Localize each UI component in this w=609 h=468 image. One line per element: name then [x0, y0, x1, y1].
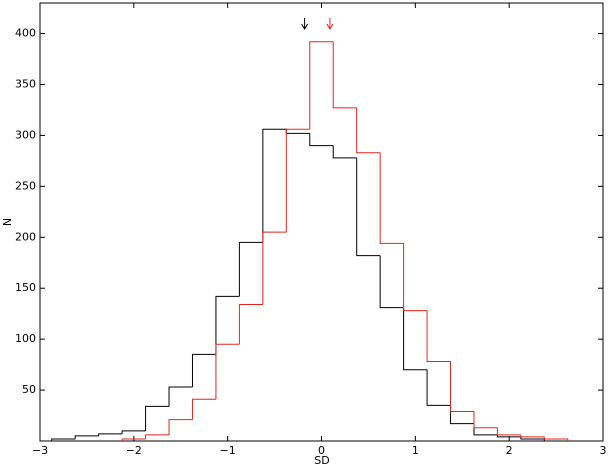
histogram-step: [51, 438, 76, 441]
histogram-step: [262, 128, 287, 243]
histogram-step: [379, 152, 404, 244]
histogram-step: [496, 434, 521, 438]
x-axis-label: SD: [314, 454, 329, 467]
x-tick-label: 1: [412, 444, 419, 457]
histogram-step: [168, 386, 193, 407]
histogram-step: [262, 231, 287, 305]
histogram-step: [356, 107, 381, 154]
histogram-step: [191, 398, 216, 420]
histogram-step: [309, 41, 334, 130]
histogram-step: [520, 436, 545, 441]
y-tick-label: 100: [15, 332, 36, 345]
histogram-step: [309, 133, 334, 147]
histogram-step: [450, 405, 474, 425]
histogram-step: [168, 419, 193, 435]
histogram-step: [356, 157, 381, 257]
x-tick-label: −1: [220, 444, 236, 457]
histogram-step: [426, 369, 451, 406]
histogram-step: [121, 430, 146, 434]
y-axis-label: N: [1, 218, 14, 226]
histogram-step: [74, 435, 99, 439]
y-tick-label: 200: [15, 230, 36, 243]
histogram-step: [121, 438, 146, 441]
histogram-step: [379, 255, 404, 309]
x-tick-label: 2: [506, 444, 513, 457]
histogram-step: [473, 411, 498, 429]
histogram-step: [426, 310, 451, 363]
histogram-step: [145, 405, 170, 431]
histogram-step: [145, 434, 170, 439]
x-tick-label: −3: [32, 444, 48, 457]
plot-frame: [39, 2, 604, 442]
histogram-step: [403, 307, 428, 371]
histogram-step: [238, 241, 263, 297]
histogram-step: [332, 145, 357, 159]
y-tick-label: 250: [15, 179, 36, 192]
histogram-step: [285, 128, 310, 233]
x-tick-label: 3: [600, 444, 607, 457]
histogram-step: [450, 361, 474, 412]
y-tick-label: 350: [15, 77, 36, 90]
histogram-step: [191, 353, 216, 388]
histogram-step: [238, 304, 263, 345]
histogram-step: [543, 436, 569, 441]
x-tick-label: −2: [126, 444, 142, 457]
histogram-step: [496, 427, 521, 436]
histogram-step: [285, 129, 310, 134]
histogram-step: [215, 343, 240, 400]
y-tick-label: 400: [15, 27, 36, 40]
histogram-step: [98, 433, 123, 436]
y-tick-label: 150: [15, 281, 36, 294]
mean-arrow: [301, 18, 309, 30]
x-tick-label: 0: [318, 444, 325, 457]
histogram-step: [520, 434, 545, 438]
mean-arrow: [326, 18, 334, 30]
histogram-step: [403, 243, 428, 312]
y-tick-label: 50: [22, 383, 36, 396]
histogram-step: [215, 295, 240, 355]
y-tick-label: 300: [15, 128, 36, 141]
histogram-step: [473, 423, 498, 436]
histogram-step: [332, 41, 357, 109]
